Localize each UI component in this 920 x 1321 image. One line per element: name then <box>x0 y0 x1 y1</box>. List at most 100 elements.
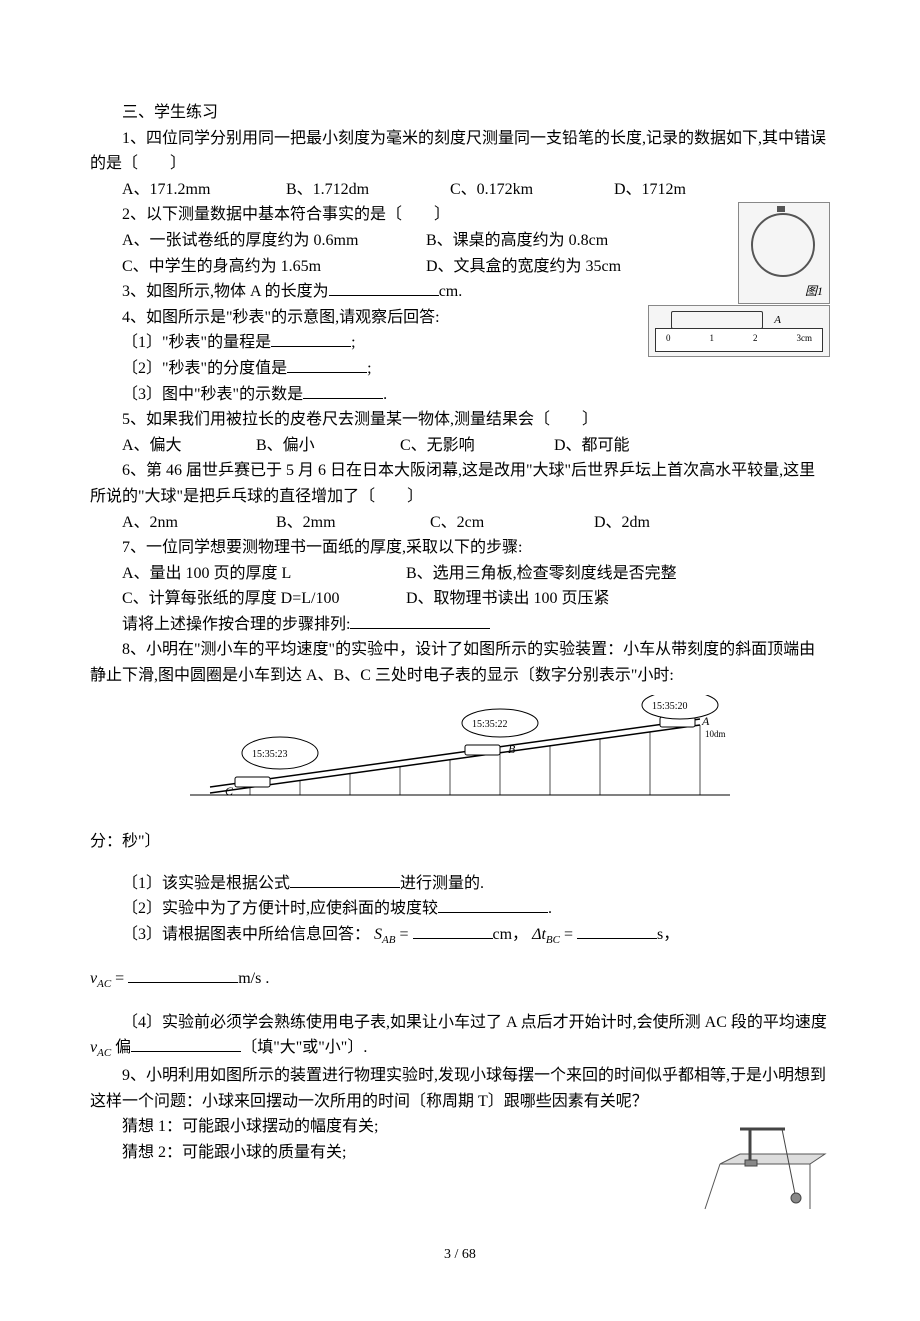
q4-s3-blank <box>303 382 383 399</box>
q8-s2: 〔2〕实验中为了方便计时,应使斜面的坡度较. <box>90 896 830 922</box>
q1-opt-a: A、171.2mm <box>122 177 282 203</box>
ac-sub2: AC <box>97 1047 111 1059</box>
q8-vac-blank <box>128 966 238 983</box>
q8-s4-mid: 偏 <box>111 1039 131 1056</box>
q7-opt-d: D、取物理书读出 100 页压紧 <box>406 586 610 612</box>
q1-opt-b: B、1.712dm <box>286 177 446 203</box>
q1-opt-c: C、0.172km <box>450 177 610 203</box>
q7-last: 请将上述操作按合理的步骤排列: <box>90 612 830 638</box>
cm: cm， <box>493 926 529 943</box>
q8-s2-post: . <box>548 900 552 917</box>
ramp-svg: C B A 15:35:23 15:35:22 15:35:20 10dm <box>180 695 740 805</box>
sab: S <box>374 926 382 943</box>
page-number: 3 / 68 <box>90 1244 830 1266</box>
stopwatch-label: 图1 <box>805 282 823 301</box>
q7-last-pre: 请将上述操作按合理的步骤排列: <box>122 616 350 633</box>
q2-opt-a: A、一张试卷纸的厚度约为 0.6mm <box>122 228 422 254</box>
q4-s1-blank <box>271 330 351 347</box>
q7-opt-a: A、量出 100 页的厚度 L <box>122 561 402 587</box>
q5-opt-b: B、偏小 <box>256 433 396 459</box>
q8-s4-pre: 〔4〕实验前必须学会熟练使用电子表,如果让小车过了 A 点后才开始计时,会使所测… <box>122 1014 827 1031</box>
ramp-figure: C B A 15:35:23 15:35:22 15:35:20 10dm <box>90 695 830 814</box>
q4-s3: 〔3〕图中"秒表"的示数是. <box>90 382 830 408</box>
q1-stem: 1、四位同学分别用同一把最小刻度为毫米的刻度尺测量同一支铅笔的长度,记录的数据如… <box>90 126 830 177</box>
ramp-time-c: 15:35:23 <box>252 749 288 760</box>
q6-opt-c: C、2cm <box>430 510 590 536</box>
q6-opt-d: D、2dm <box>594 510 764 536</box>
q8-dt-blank <box>577 922 657 939</box>
q7-stem: 7、一位同学想要测物理书一面纸的厚度,采取以下的步骤: <box>90 535 830 561</box>
q8-tail: 分：秒"〕 <box>90 829 830 855</box>
q3-pre: 3、如图所示,物体 A 的长度为 <box>122 283 329 300</box>
q7-row1: A、量出 100 页的厚度 L B、选用三角板,检查零刻度线是否完整 <box>90 561 830 587</box>
q8-s1-pre: 〔1〕该实验是根据公式 <box>122 875 290 892</box>
s-unit: s， <box>657 926 679 943</box>
ruler-figure: A 0123cm <box>648 305 830 357</box>
q8-s1-blank <box>290 871 400 888</box>
ruler-body: 0123cm <box>655 328 823 352</box>
q4-s3-pre: 〔3〕图中"秒表"的示数是 <box>122 386 303 403</box>
section-title: 三、学生练习 <box>90 100 830 126</box>
q8-s1: 〔1〕该实验是根据公式 进行测量的. <box>90 871 830 897</box>
q7-opt-c: C、计算每张纸的厚度 D=L/100 <box>122 586 402 612</box>
q5-opt-a: A、偏大 <box>122 433 252 459</box>
ramp-time-b: 15:35:22 <box>472 719 508 730</box>
q8-s3b: vAC = m/s . <box>90 966 830 994</box>
q3-blank <box>329 279 439 296</box>
svg-text:C: C <box>225 784 234 798</box>
q1-options: A、171.2mm B、1.712dm C、0.172km D、1712m <box>90 177 830 203</box>
ruler-block <box>671 311 763 329</box>
q8-s4-blank <box>131 1035 241 1052</box>
q5-opt-d: D、都可能 <box>554 433 714 459</box>
q2-row1: A、一张试卷纸的厚度约为 0.6mm B、课桌的高度约为 0.8cm <box>90 228 830 254</box>
q4-s2-post: ; <box>367 360 371 377</box>
dt: Δt <box>532 926 546 943</box>
ruler-marks: 0123cm <box>666 331 812 345</box>
q7-row2: C、计算每张纸的厚度 D=L/100 D、取物理书读出 100 页压紧 <box>90 586 830 612</box>
q4-s1-pre: 〔1〕"秒表"的量程是 <box>122 334 271 351</box>
q7-opt-b: B、选用三角板,检查零刻度线是否完整 <box>406 561 677 587</box>
q8-stem: 8、小明在"测小车的平均速度"的实验中，设计了如图所示的实验装置：小车从带刻度的… <box>90 637 830 688</box>
q6-options: A、2nm B、2mm C、2cm D、2dm <box>90 510 830 536</box>
q7-last-blank <box>350 612 490 629</box>
q8-s4-post: 〔填"大"或"小"〕. <box>241 1039 367 1056</box>
q8-s3: 〔3〕请根据图表中所给信息回答： SAB = cm， ΔtBC = s， <box>90 922 830 950</box>
q1-opt-d: D、1712m <box>614 177 774 203</box>
q8-sab-blank <box>413 922 493 939</box>
page-content: 三、学生练习 1、四位同学分别用同一把最小刻度为毫米的刻度尺测量同一支铅笔的长度… <box>0 0 920 1321</box>
eq1: = <box>399 926 412 943</box>
ramp-unit: 10dm <box>705 729 726 739</box>
q6-opt-a: A、2nm <box>122 510 272 536</box>
stopwatch-figure: 图1 <box>738 202 830 304</box>
ms: m/s . <box>238 970 269 987</box>
q4-s3-post: . <box>383 386 387 403</box>
pendulum-figure <box>690 1114 830 1224</box>
q4-s1-post: ; <box>351 334 355 351</box>
q5-stem: 5、如果我们用被拉长的皮卷尺去测量某一物体,测量结果会〔 〕 <box>90 407 830 433</box>
q4-s2-pre: 〔2〕"秒表"的分度值是 <box>122 360 287 377</box>
q8-s3-pre: 〔3〕请根据图表中所给信息回答： <box>122 926 370 943</box>
ramp-time-a: 15:35:20 <box>652 701 688 712</box>
bc-sub: BC <box>546 934 560 946</box>
q4-s2-blank <box>287 356 367 373</box>
q5-options: A、偏大 B、偏小 C、无影响 D、都可能 <box>90 433 830 459</box>
q5-opt-c: C、无影响 <box>400 433 550 459</box>
q8-s4: 〔4〕实验前必须学会熟练使用电子表,如果让小车过了 A 点后才开始计时,会使所测… <box>90 1010 830 1063</box>
q2-opt-c: C、中学生的身高约为 1.65m <box>122 254 422 280</box>
q3: 3、如图所示,物体 A 的长度为 cm. <box>90 279 830 305</box>
q2-stem: 2、以下测量数据中基本符合事实的是〔 〕 <box>90 202 830 228</box>
q8-s2-blank <box>438 896 548 913</box>
eq3: = <box>115 970 128 987</box>
q3-post: cm. <box>439 283 463 300</box>
q6-opt-b: B、2mm <box>276 510 426 536</box>
svg-text:B: B <box>508 742 516 756</box>
q2-row2: C、中学生的身高约为 1.65m D、文具盒的宽度约为 35cm <box>90 254 830 280</box>
q8-s1-post: 进行测量的. <box>400 875 484 892</box>
q6-stem: 6、第 46 届世乒赛已于 5 月 6 日在日本大阪闭幕,这是改用"大球"后世界… <box>90 458 830 509</box>
q2-opt-d: D、文具盒的宽度约为 35cm <box>426 254 621 280</box>
eq2: = <box>564 926 577 943</box>
q4-s2: 〔2〕"秒表"的分度值是; <box>90 356 830 382</box>
q8-s2-pre: 〔2〕实验中为了方便计时,应使斜面的坡度较 <box>122 900 438 917</box>
sab-sub: AB <box>382 934 395 946</box>
ruler-a-label: A <box>774 312 781 330</box>
